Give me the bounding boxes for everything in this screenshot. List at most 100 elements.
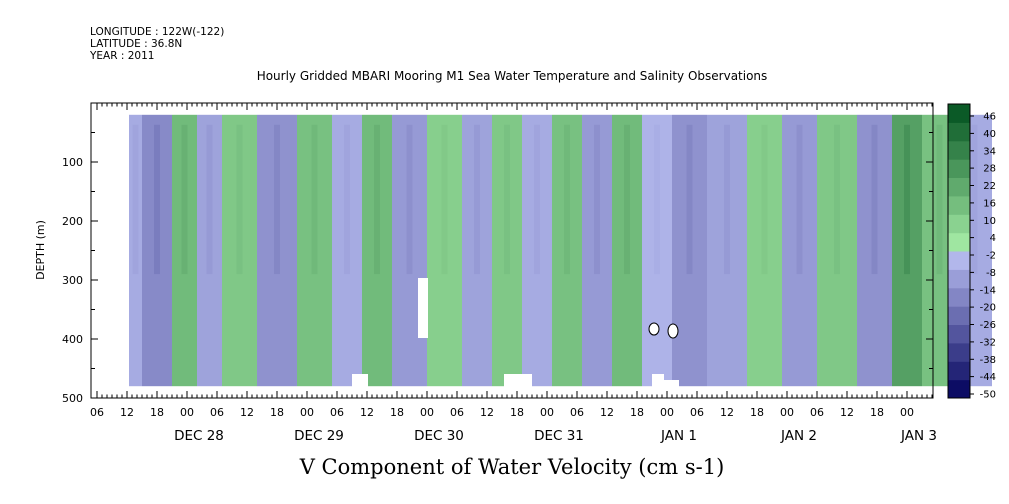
colorbar-label: -50 xyxy=(980,390,996,401)
colorbar-bin xyxy=(948,324,970,344)
colorbar-bin xyxy=(948,232,970,252)
x-tick-label: 18 xyxy=(750,406,764,419)
x-tick-label: 12 xyxy=(120,406,134,419)
colorbar-bin xyxy=(948,361,970,381)
colorbar-bin xyxy=(948,122,970,142)
x-axis: 06 12 18 00 06 12 18 00 06 12 18 00 06 12 18 00 06 12 18 00… xyxy=(90,103,937,444)
velocity-bands xyxy=(129,114,992,387)
velocity-band-core xyxy=(504,124,510,275)
x-tick-label: 12 xyxy=(480,406,494,419)
velocity-band-core xyxy=(406,124,413,275)
colorbar-label: 22 xyxy=(983,181,996,192)
colorbar-label: 40 xyxy=(983,129,996,140)
velocity-band-core xyxy=(594,124,600,275)
colorbar-label: -2 xyxy=(986,251,996,262)
colorbar-bin xyxy=(948,159,970,178)
missing-data-patch xyxy=(504,374,532,388)
y-tick-label: 500 xyxy=(62,392,83,405)
velocity-band-core xyxy=(654,124,660,275)
velocity-band-core xyxy=(154,124,160,275)
colorbar-label: 10 xyxy=(983,216,996,227)
x-tick-label: 00 xyxy=(780,406,794,419)
velocity-band-core xyxy=(724,124,730,275)
x-tick-label: 06 xyxy=(570,406,584,419)
velocity-band-core xyxy=(311,124,318,275)
x-tick-label: 12 xyxy=(600,406,614,419)
x-axis-label: V Component of Water Velocity (cm s-1) xyxy=(299,455,725,479)
colorbar-label: 28 xyxy=(983,164,996,175)
x-tick-label: 18 xyxy=(630,406,644,419)
x-tick-label: 18 xyxy=(510,406,524,419)
colorbar-label: 46 xyxy=(983,112,996,123)
x-tick-label: 06 xyxy=(810,406,824,419)
colorbar-label: 16 xyxy=(983,198,996,209)
x-tick-label: 06 xyxy=(90,406,104,419)
missing-data-patches xyxy=(352,278,679,388)
x-tick-label: 12 xyxy=(840,406,854,419)
velocity-band-core xyxy=(904,124,910,275)
x-tick-label: 12 xyxy=(720,406,734,419)
x-tick-label: 12 xyxy=(360,406,374,419)
colorbar: 46 40 34 28 22 16 10 4 -2 -8 -14 -20 -26 -32 -38 -44 -50 xyxy=(947,103,996,401)
velocity-band-core xyxy=(624,124,630,275)
colorbar-bin xyxy=(948,140,970,160)
velocity-band-core xyxy=(834,124,840,275)
colorbar-bin xyxy=(948,251,970,270)
x-tick-label: 00 xyxy=(300,406,314,419)
contour-closed-loop xyxy=(667,323,679,339)
colorbar-bin xyxy=(948,177,970,197)
y-tick-label: 400 xyxy=(62,333,83,346)
colorbar-bin xyxy=(948,379,970,399)
velocity-band-core xyxy=(474,124,480,275)
y-axis-label: DEPTH (m) xyxy=(34,220,47,280)
x-day-label: DEC 29 xyxy=(294,428,344,444)
x-day-label: JAN 3 xyxy=(900,428,937,444)
colorbar-label: 34 xyxy=(983,146,996,157)
x-day-label: JAN 2 xyxy=(780,428,817,444)
x-tick-label: 00 xyxy=(660,406,674,419)
velocity-band-core xyxy=(206,124,213,275)
colorbar-label: 4 xyxy=(990,233,996,244)
x-tick-label: 12 xyxy=(240,406,254,419)
y-axis: 100 200 300 400 500 xyxy=(62,102,933,405)
colorbar-label: -20 xyxy=(980,303,996,314)
velocity-band-core xyxy=(374,124,380,275)
colorbar-label: -14 xyxy=(980,285,996,296)
velocity-band-core xyxy=(761,124,768,275)
velocity-band-core xyxy=(534,124,540,275)
colorbar-bin xyxy=(948,306,970,325)
velocity-band-core xyxy=(441,124,448,275)
x-tick-label: 18 xyxy=(390,406,404,419)
colorbar-label: -32 xyxy=(980,337,996,348)
x-tick-label: 18 xyxy=(270,406,284,419)
year-label: YEAR : 2011 xyxy=(89,50,154,62)
missing-data-patch xyxy=(352,374,368,387)
contour-closed-loop xyxy=(648,322,660,336)
y-tick-label: 200 xyxy=(62,215,83,228)
x-tick-label: 06 xyxy=(330,406,344,419)
velocity-band-core xyxy=(936,124,943,275)
colorbar-bin xyxy=(948,342,970,362)
x-tick-label: 00 xyxy=(900,406,914,419)
velocity-band-core xyxy=(564,124,570,275)
velocity-band-core xyxy=(686,124,693,275)
x-tick-label: 00 xyxy=(420,406,434,419)
colorbar-bin xyxy=(948,214,970,234)
velocity-band-core xyxy=(181,124,188,275)
velocity-band-core xyxy=(871,124,878,275)
x-day-label: DEC 31 xyxy=(534,428,584,444)
x-tick-label: 18 xyxy=(870,406,884,419)
y-tick-label: 300 xyxy=(62,274,83,287)
colorbar-frame xyxy=(947,103,971,399)
colorbar-bin xyxy=(948,287,970,307)
velocity-band-core xyxy=(236,124,243,275)
x-tick-label: 06 xyxy=(690,406,704,419)
velocity-band-core xyxy=(132,124,139,275)
y-tick-label: 100 xyxy=(62,156,83,169)
longitude-label: LONGITUDE : 122W(-122) xyxy=(90,26,224,38)
missing-data-patch xyxy=(664,380,679,388)
colorbar-bin xyxy=(948,269,970,289)
velocity-band-core xyxy=(971,124,978,275)
missing-data-patch xyxy=(418,278,428,338)
